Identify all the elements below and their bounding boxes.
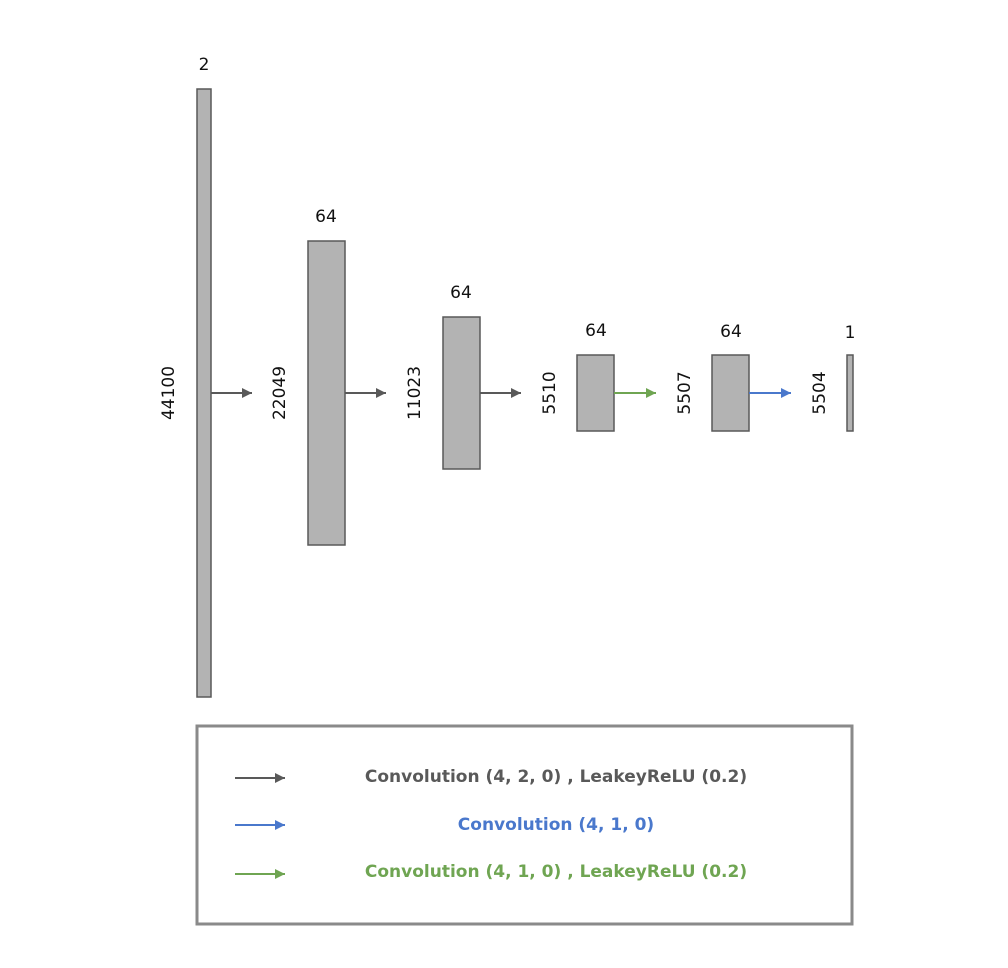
legend-item-3-text: Convolution (4, 1, 0) , LeakeyReLU (0.2) bbox=[365, 862, 747, 882]
layer-2-block bbox=[307, 240, 346, 546]
legend: Convolution (4, 2, 0) , LeakeyReLU (0.2)… bbox=[195, 724, 854, 926]
legend-item-2-text: Convolution (4, 1, 0) bbox=[458, 815, 654, 835]
legend-item-1-text: Convolution (4, 2, 0) , LeakeyReLU (0.2) bbox=[365, 767, 747, 787]
legend-box bbox=[195, 724, 854, 926]
layer-5-block bbox=[711, 354, 750, 432]
layer-1-block bbox=[196, 88, 212, 698]
layer-3-channels: 64 bbox=[450, 283, 472, 303]
layer-6-block bbox=[846, 354, 854, 432]
layer-4-block bbox=[576, 354, 615, 432]
layer-5-length: 5507 bbox=[675, 371, 695, 414]
layer-2-channels: 64 bbox=[315, 207, 337, 227]
layer-4-length: 5510 bbox=[540, 371, 560, 414]
layer-2-length: 22049 bbox=[270, 366, 290, 420]
layer-5-channels: 64 bbox=[720, 322, 742, 342]
layer-1-length: 44100 bbox=[159, 366, 179, 420]
layer-3-length: 11023 bbox=[405, 366, 425, 420]
layer-6-channels: 1 bbox=[845, 323, 856, 343]
layer-1-channels: 2 bbox=[199, 55, 210, 75]
layer-4-channels: 64 bbox=[585, 321, 607, 341]
layer-6-length: 5504 bbox=[810, 371, 830, 414]
layer-3-block bbox=[442, 316, 481, 470]
